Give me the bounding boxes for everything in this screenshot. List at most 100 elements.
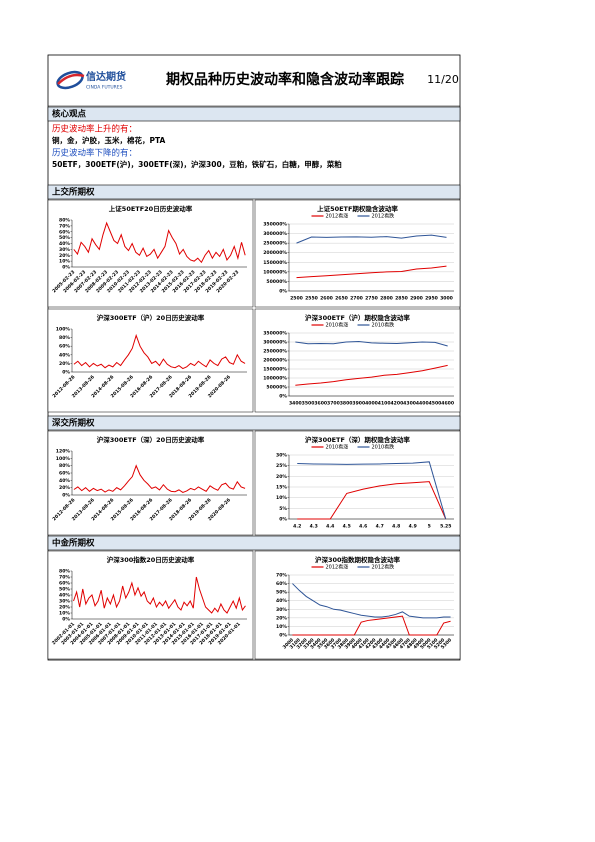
x-tick-label: 2600 (320, 296, 333, 302)
y-tick-label: 200000% (263, 358, 287, 364)
legend-label: 2010看涨 (326, 444, 349, 451)
logo-subtext: CINDA FUTURES (86, 85, 123, 91)
fall-label: 历史波动率下降的有： (52, 148, 137, 159)
y-tick-label: 0% (62, 617, 70, 623)
y-tick-label: 100% (56, 456, 71, 462)
y-tick-label: 10% (276, 624, 287, 630)
y-tick-label: 70% (276, 573, 287, 579)
y-tick-label: 25% (276, 463, 287, 469)
chart-title: 上证50ETF期权隐含波动率 (317, 204, 398, 213)
x-tick-label: 4100 (378, 401, 391, 407)
y-tick-label: 250000% (263, 349, 287, 355)
series-line (73, 221, 246, 264)
y-tick-label: 60% (59, 471, 70, 477)
fall-items: 50ETF，300ETF(沪)，300ETF(深)，沪深300，豆粕，铁矿石，白… (52, 159, 342, 169)
y-tick-label: 300000% (263, 231, 287, 237)
y-tick-label: 150000% (263, 260, 287, 266)
y-tick-label: 20% (276, 474, 287, 480)
legend-label: 2012看跌 (372, 213, 395, 220)
chart-box (47, 430, 254, 536)
x-tick-label: 4200 (390, 401, 403, 407)
x-tick-label: 4.3 (310, 524, 318, 530)
chart-title: 沪深300指数期权隐含波动率 (315, 555, 401, 564)
y-tick-label: 10% (59, 611, 70, 617)
logo-text: 信达期货 (86, 70, 126, 83)
x-tick-label: 4.8 (392, 524, 400, 530)
legend-label: 2012看跌 (372, 564, 395, 571)
y-tick-label: 150000% (263, 367, 287, 373)
y-tick-label: 80% (59, 569, 70, 575)
y-tick-label: 30% (276, 453, 287, 459)
y-tick-label: 120% (56, 449, 71, 455)
section-title: 中金所期权 (52, 538, 95, 549)
x-tick-label: 2900 (410, 296, 423, 302)
y-tick-label: 50% (59, 235, 70, 241)
x-tick-label: 2550 (305, 296, 318, 302)
section-title: 深交所期权 (52, 418, 95, 429)
y-tick-label: 70% (59, 223, 70, 229)
x-tick-label: 2500 (290, 296, 303, 302)
y-tick-label: 15% (276, 485, 287, 491)
section-title: 核心观点 (52, 109, 87, 120)
section-title: 上交所期权 (52, 187, 95, 198)
y-tick-label: 80% (59, 463, 70, 469)
rise-label: 历史波动率上升的有： (52, 124, 137, 135)
x-tick-label: 3900 (352, 401, 365, 407)
y-tick-label: 80% (59, 335, 70, 341)
x-tick-label: 4.2 (293, 524, 301, 530)
x-tick-label: 4.5 (343, 524, 351, 530)
section-bar (47, 106, 461, 122)
y-tick-label: 60% (59, 344, 70, 350)
x-tick-label: 4500 (429, 401, 442, 407)
y-tick-label: 80% (59, 218, 70, 224)
y-tick-label: 50000% (266, 279, 287, 285)
y-tick-label: 350000% (263, 222, 287, 228)
x-tick-label: 4.9 (409, 524, 417, 530)
x-tick-label: 2800 (380, 296, 393, 302)
chart-title: 沪深300指数20日历史波动率 (107, 555, 195, 564)
y-tick-label: 100000% (263, 269, 287, 275)
y-tick-label: 5% (279, 506, 287, 512)
y-tick-label: 40% (59, 478, 70, 484)
series-line (73, 576, 246, 614)
y-tick-label: 10% (59, 259, 70, 265)
chart-box (47, 550, 254, 660)
y-tick-label: 0% (62, 370, 70, 376)
chart-title: 沪深300ETF（沪）期权隐含波动率 (305, 313, 410, 322)
legend-label: 2010看跌 (372, 322, 395, 329)
section-bar (47, 415, 461, 431)
y-tick-label: 20% (59, 253, 70, 259)
y-tick-label: 70% (59, 575, 70, 581)
y-tick-label: 20% (276, 615, 287, 621)
x-tick-label: 2650 (335, 296, 348, 302)
legend-label: 2010看涨 (326, 322, 349, 329)
x-tick-label: 3800 (340, 401, 353, 407)
y-tick-label: 30% (276, 607, 287, 613)
y-tick-label: 60% (59, 229, 70, 235)
rise-items: 铜，金，沪胶，玉米，棉花，PTA (52, 135, 166, 145)
x-tick-label: 2700 (350, 296, 363, 302)
section-bar (47, 184, 461, 200)
page-title: 期权品种历史波动率和隐含波动率跟踪 (166, 71, 404, 88)
series-line (73, 333, 246, 370)
y-tick-label: 300000% (263, 340, 287, 346)
x-tick-label: 3000 (440, 296, 453, 302)
x-tick-label: 2850 (395, 296, 408, 302)
series-line (296, 265, 447, 279)
x-tick-label: 4400 (416, 401, 429, 407)
series-line (297, 481, 447, 520)
x-tick-label: 4.6 (359, 524, 367, 530)
y-tick-label: 40% (59, 352, 70, 358)
x-tick-label: 4.7 (376, 524, 384, 530)
y-tick-label: 50000% (266, 385, 287, 391)
report-date: 11/20 (427, 73, 459, 86)
y-tick-label: 0% (279, 289, 287, 295)
y-tick-label: 50% (59, 587, 70, 593)
legend-label: 2012看涨 (326, 564, 349, 571)
y-tick-label: 20% (59, 361, 70, 367)
x-tick-label: 4300 (403, 401, 416, 407)
y-tick-label: 0% (62, 493, 70, 499)
y-tick-label: 60% (59, 581, 70, 587)
x-tick-label: 2950 (425, 296, 438, 302)
y-tick-label: 0% (279, 394, 287, 400)
